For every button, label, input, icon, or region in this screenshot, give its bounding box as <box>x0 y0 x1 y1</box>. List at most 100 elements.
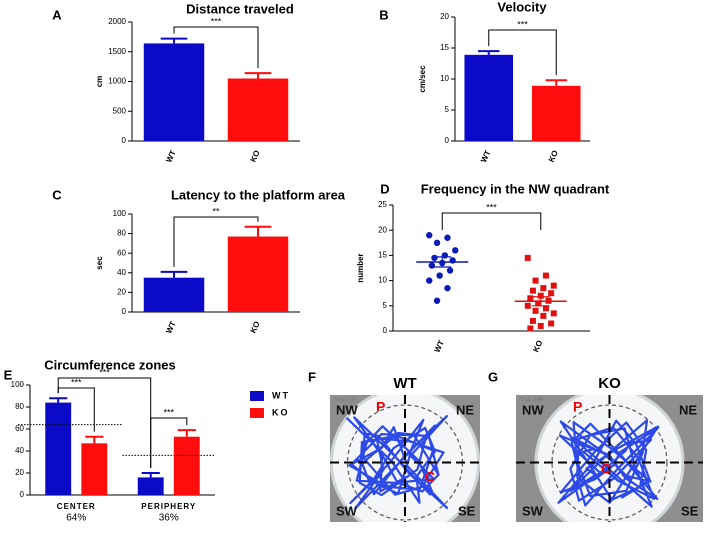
y-tick-label: 1500 <box>108 47 126 56</box>
y-axis-label: % <box>0 436 2 443</box>
data-point <box>532 277 539 284</box>
significance-label: *** <box>211 16 222 26</box>
bar <box>464 54 514 141</box>
y-tick-label: 2000 <box>108 17 126 26</box>
chart-title: Velocity <box>497 0 547 14</box>
y-tick-label: 5 <box>383 301 388 310</box>
y-tick-label: 15 <box>378 251 387 260</box>
data-point <box>452 247 459 254</box>
data-point <box>537 322 544 329</box>
quadrant-label: NW <box>522 402 544 417</box>
x-tick-label: WT <box>164 149 177 164</box>
bar <box>143 277 205 312</box>
y-tick-label: 40 <box>117 268 126 277</box>
data-point <box>535 300 542 307</box>
quadrant-label: SE <box>458 503 476 518</box>
data-point <box>542 272 549 279</box>
quadrant-label: SE <box>681 503 699 518</box>
panel-letter: A <box>52 7 62 22</box>
y-tick-label: 20 <box>117 288 126 297</box>
y-tick-label: 10 <box>378 276 387 285</box>
data-point <box>426 232 433 239</box>
reference-label: 64% <box>66 513 86 524</box>
y-tick-label: 0 <box>383 326 388 335</box>
data-point <box>532 307 539 314</box>
bar <box>173 436 200 495</box>
data-point <box>540 285 547 292</box>
y-tick-label: 0 <box>122 307 127 316</box>
bar <box>81 443 108 495</box>
swim-track <box>346 415 449 509</box>
zone-circle <box>551 404 668 521</box>
y-tick-label: 500 <box>113 106 127 115</box>
quadrant-label: NE <box>456 402 474 417</box>
bar <box>531 85 581 141</box>
image-title: WT <box>393 375 416 392</box>
data-point <box>540 312 547 319</box>
x-tick-label: WT <box>479 149 492 164</box>
y-tick-label: 15 <box>440 43 449 52</box>
data-point <box>444 284 451 292</box>
maze-image <box>516 395 703 522</box>
y-tick-label: 1000 <box>108 77 126 86</box>
x-tick-label: PERIPHERY <box>141 502 196 511</box>
significance-label: *** <box>517 19 528 29</box>
significance-label: *** <box>71 377 82 387</box>
y-axis-label: number <box>356 253 365 282</box>
y-axis-label: cm <box>95 76 104 88</box>
panel-letter: C <box>52 187 62 202</box>
significance-bracket <box>150 417 188 468</box>
chart-title: Distance traveled <box>186 1 294 16</box>
y-axis-label: cm/sec <box>418 65 427 93</box>
legend-swatch <box>250 391 264 401</box>
data-point <box>426 277 433 284</box>
x-tick-label: WT <box>433 339 446 354</box>
x-tick-label: KO <box>531 339 544 354</box>
data-point <box>548 320 555 327</box>
x-tick-label: KO <box>248 320 261 335</box>
data-point <box>446 267 454 274</box>
panel-letter: D <box>380 181 389 196</box>
significance-label: *** <box>163 407 174 417</box>
y-tick-label: 100 <box>11 380 25 389</box>
zone-label: P <box>376 399 385 415</box>
chart-title: Circumference zones <box>44 357 176 372</box>
x-tick-label: CENTER <box>57 502 96 511</box>
y-tick-label: 25 <box>378 200 387 209</box>
chart-title: Latency to the platform area <box>171 187 346 202</box>
panel-letter: B <box>379 7 388 22</box>
significance-bracket <box>441 212 542 230</box>
y-axis-label: sec <box>95 256 104 270</box>
legend-label: WT <box>272 390 290 400</box>
y-tick-label: 0 <box>445 136 450 145</box>
chart-title: Frequency in the NW quadrant <box>421 181 610 196</box>
y-tick-label: 10 <box>440 74 449 83</box>
quadrant-label: SW <box>336 503 358 518</box>
trial-label: Trial 287 <box>334 398 358 404</box>
data-point <box>542 305 549 312</box>
panel-letter: F <box>308 369 316 384</box>
data-point <box>524 302 531 309</box>
trial-label: Trial 299 <box>520 398 544 404</box>
data-point <box>433 297 441 304</box>
data-point <box>548 290 555 297</box>
data-point <box>550 310 557 317</box>
y-tick-label: 100 <box>113 209 127 218</box>
legend-label: KO <box>272 407 290 417</box>
y-tick-label: 80 <box>15 402 24 411</box>
zone-label: C <box>425 469 435 485</box>
swim-track <box>557 419 660 508</box>
legend-swatch <box>250 408 264 418</box>
maze-image <box>330 395 480 522</box>
y-tick-label: 20 <box>15 468 24 477</box>
data-point <box>529 317 536 324</box>
significance-label: *** <box>486 202 497 212</box>
data-point <box>550 282 557 289</box>
y-tick-label: 60 <box>15 424 24 433</box>
significance-label: *** <box>99 367 110 377</box>
y-tick-label: 5 <box>445 105 450 114</box>
y-tick-label: 0 <box>20 490 25 499</box>
significance-bracket <box>488 29 557 76</box>
image-title: KO <box>598 375 621 392</box>
x-tick-label: KO <box>547 149 560 164</box>
